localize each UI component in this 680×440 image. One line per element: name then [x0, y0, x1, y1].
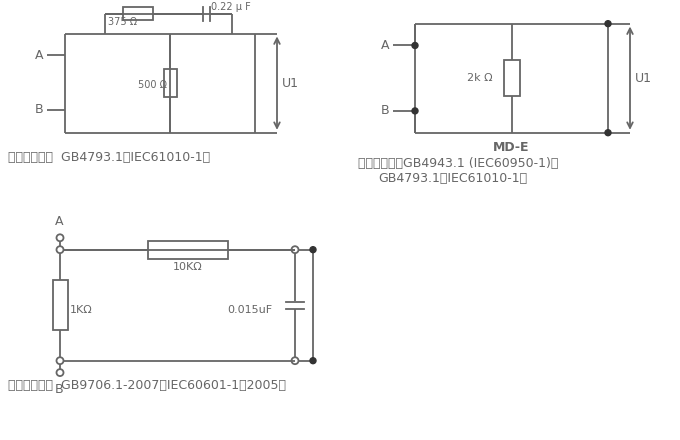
Text: 10KΩ: 10KΩ	[173, 261, 203, 271]
Bar	[122, 7, 152, 20]
Circle shape	[605, 21, 611, 27]
Text: A: A	[381, 39, 389, 52]
Text: B: B	[55, 382, 64, 396]
Text: 符合的标准：  GB9706.1-2007（IEC60601-1Ｚ2005）: 符合的标准： GB9706.1-2007（IEC60601-1Ｚ2005）	[8, 378, 286, 392]
Text: 1KΩ: 1KΩ	[70, 305, 92, 315]
Circle shape	[310, 358, 316, 364]
Text: 500 Ω: 500 Ω	[137, 80, 167, 90]
Text: A: A	[55, 215, 63, 228]
Text: 0.015uF: 0.015uF	[227, 305, 273, 315]
Text: 0.22 μ F: 0.22 μ F	[211, 2, 251, 12]
Circle shape	[412, 108, 418, 114]
Text: 375 Ω: 375 Ω	[108, 17, 137, 27]
Bar	[503, 60, 520, 96]
Text: MD-E: MD-E	[493, 141, 530, 154]
Circle shape	[412, 43, 418, 48]
Text: U1: U1	[282, 77, 299, 90]
Bar	[163, 69, 177, 97]
Text: 符合的标准：  GB4793.1（IEC61010-1）: 符合的标准： GB4793.1（IEC61010-1）	[8, 150, 210, 164]
Text: B: B	[35, 103, 43, 117]
Bar	[52, 280, 67, 330]
Text: 2k Ω: 2k Ω	[466, 73, 492, 83]
Text: GB4793.1（IEC61010-1）: GB4793.1（IEC61010-1）	[378, 172, 527, 185]
Text: 符合的标准：GB4943.1 (IEC60950-1)、: 符合的标准：GB4943.1 (IEC60950-1)、	[358, 158, 558, 170]
Bar	[148, 241, 228, 259]
Text: A: A	[35, 49, 43, 62]
Text: U1: U1	[635, 72, 652, 84]
Circle shape	[605, 130, 611, 136]
Text: B: B	[380, 104, 389, 117]
Circle shape	[310, 247, 316, 253]
